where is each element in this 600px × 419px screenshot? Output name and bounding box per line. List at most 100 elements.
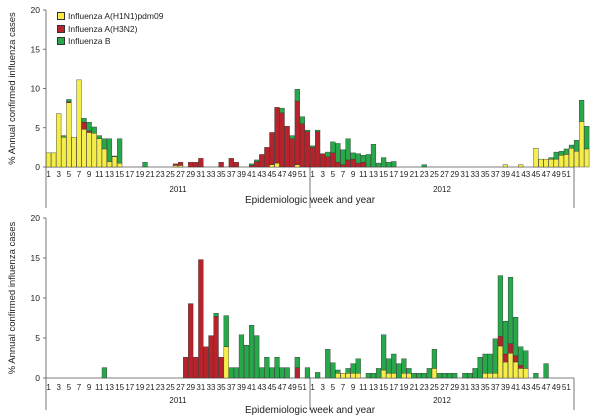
x-tick-label: 9	[351, 170, 356, 179]
bar-h3n2-week-57	[335, 162, 341, 168]
x-tick-label: 15	[379, 383, 388, 392]
bar-b-week-44	[269, 367, 275, 379]
bar-h1n1-week-44	[269, 164, 275, 168]
bar-h3n2-week-92	[513, 355, 519, 363]
y-tick-label: 10	[31, 84, 41, 94]
bar-h1n1-week-98	[543, 158, 549, 168]
x-tick-label: 39	[501, 170, 510, 179]
x-tick-label: 31	[460, 383, 469, 392]
bar-b-week-4	[66, 99, 72, 103]
bar-h3n2-week-56	[330, 152, 336, 168]
x-tick-label: 15	[115, 170, 124, 179]
bar-b-week-7	[81, 118, 87, 123]
bar-b-week-82	[462, 373, 468, 379]
x-tick-label: 39	[237, 383, 246, 392]
bar-h3n2-week-59	[345, 159, 351, 168]
bar-b-week-41	[254, 335, 260, 379]
bar-h1n1-week-105	[579, 121, 585, 168]
x-tick-label: 3	[56, 170, 61, 179]
x-axis-title: Epidemiologic week and year	[245, 405, 376, 416]
x-tick-label: 19	[135, 383, 144, 392]
bar-b-week-83	[467, 373, 473, 379]
y-tick-label: 20	[31, 213, 41, 223]
bar-h1n1-week-88	[492, 373, 498, 379]
x-tick-label: 31	[196, 383, 205, 392]
bar-b-week-66	[381, 157, 387, 168]
year-label-2011: 2011	[169, 396, 187, 405]
bar-b-week-59	[345, 368, 351, 374]
bar-b-week-38	[238, 334, 245, 379]
y-axis-title: % Annual confirmed influenza cases	[7, 12, 18, 165]
bar-b-week-92	[513, 317, 519, 356]
bar-h1n1-week-90	[502, 361, 509, 379]
x-tick-label: 25	[166, 170, 175, 179]
legend-label-h3n2: Influenza A(H3N2)	[68, 23, 138, 34]
x-tick-label: 45	[531, 170, 540, 179]
bar-h1n1-week-59	[345, 373, 351, 379]
x-tick-label: 7	[341, 383, 346, 392]
bar-h1n1-week-67	[386, 373, 392, 379]
bar-h1n1-week-1	[51, 152, 57, 168]
bar-b-week-104	[573, 140, 580, 152]
x-tick-label: 3	[320, 383, 325, 392]
bar-b-week-50	[299, 116, 305, 125]
bar-b-week-90	[502, 321, 509, 355]
bar-h3n2-week-46	[279, 112, 285, 168]
x-tick-label: 25	[430, 170, 439, 179]
x-tick-label: 33	[207, 383, 216, 392]
y-tick-label: 10	[31, 293, 41, 303]
x-tick-label: 27	[440, 170, 449, 179]
x-tick-label: 5	[331, 383, 336, 392]
x-tick-label: 7	[77, 383, 82, 392]
x-tick-label: 1	[310, 170, 315, 179]
legend-label-b: Influenza B	[68, 36, 111, 46]
bar-h3n2-week-47	[284, 125, 290, 168]
bar-h3n2-week-31	[203, 346, 209, 379]
bar-h3n2-week-54	[320, 153, 326, 168]
bar-h3n2-week-34	[218, 357, 224, 379]
bar-b-week-84	[472, 368, 478, 379]
bar-b-week-48	[289, 135, 295, 139]
bar-b-week-40	[249, 163, 255, 166]
bar-b-week-86	[482, 353, 488, 374]
x-tick-label: 43	[521, 170, 530, 179]
bar-h1n1-week-101	[558, 155, 564, 168]
y-tick-label: 20	[31, 5, 41, 15]
bar-b-week-55	[325, 349, 331, 379]
x-tick-label: 29	[186, 170, 195, 179]
bar-h1n1-week-11	[101, 148, 107, 168]
x-tick-label: 3	[56, 383, 61, 392]
bar-h1n1-week-13	[111, 156, 118, 168]
bar-h3n2-week-27	[183, 357, 189, 379]
x-tick-label: 47	[278, 170, 287, 179]
bar-b-week-74	[421, 373, 427, 379]
bar-b-week-63	[365, 154, 371, 168]
bar-h1n1-week-66	[381, 369, 387, 379]
bar-h1n1-week-35	[223, 346, 229, 379]
bar-b-week-66	[381, 334, 387, 371]
x-tick-label: 13	[369, 170, 378, 179]
x-tick-label: 51	[562, 170, 571, 179]
x-tick-label: 23	[156, 170, 165, 179]
x-tick-label: 13	[105, 170, 114, 179]
x-tick-label: 27	[440, 383, 449, 392]
bar-h3n2-week-29	[193, 162, 199, 168]
bar-h1n1-week-26	[177, 165, 184, 168]
x-tick-label: 49	[288, 170, 297, 179]
x-tick-label: 45	[531, 383, 540, 392]
bar-b-week-79	[447, 373, 453, 379]
x-tick-label: 41	[511, 383, 520, 392]
year-label-2012: 2012	[433, 396, 451, 405]
bar-h1n1-week-8	[86, 132, 92, 168]
x-tick-label: 37	[491, 383, 500, 392]
x-tick-label: 49	[552, 383, 561, 392]
x-tick-label: 37	[491, 170, 500, 179]
bar-b-week-59	[345, 138, 351, 161]
x-tick-label: 1	[46, 383, 51, 392]
bar-b-week-53	[315, 129, 321, 132]
bar-b-week-99	[548, 157, 554, 160]
bar-b-week-103	[568, 144, 575, 149]
bar-b-week-71	[406, 368, 412, 374]
x-tick-label: 3	[320, 170, 325, 179]
